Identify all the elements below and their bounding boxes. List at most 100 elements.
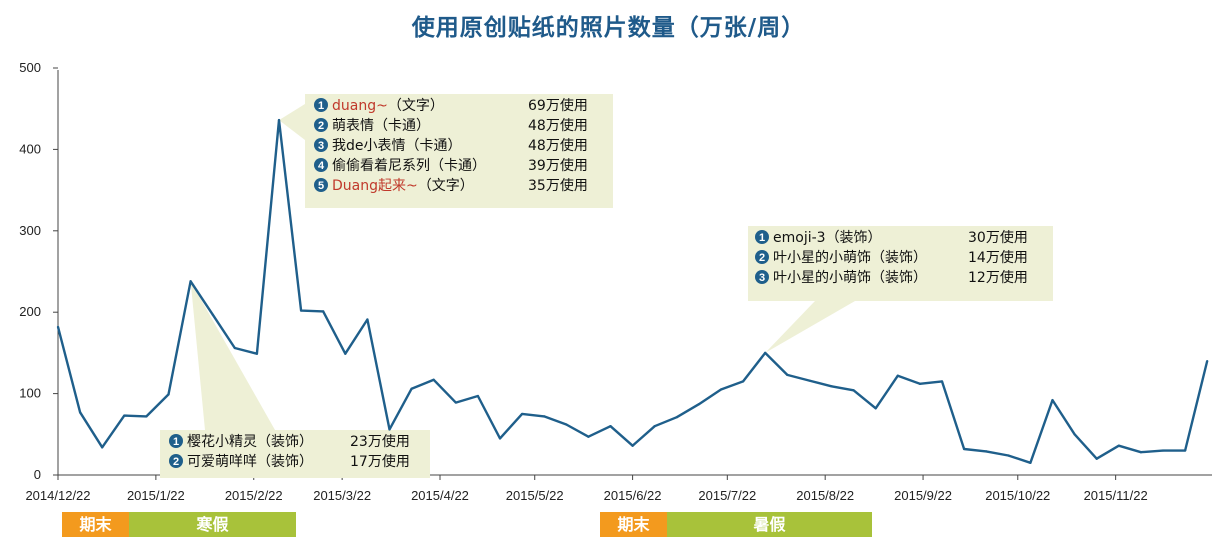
data-point [79, 411, 82, 414]
series [56, 118, 1209, 464]
number-badge [314, 98, 328, 112]
data-point [1161, 449, 1165, 452]
data-point [1184, 449, 1187, 452]
data-point [963, 447, 966, 451]
x-tick-label: 2015/10/22 [985, 488, 1050, 503]
callout-pointer [765, 301, 855, 353]
sticker-entry: 萌表情（卡通） [332, 118, 430, 134]
sticker-entry: 樱花小精灵（装饰） [187, 433, 313, 450]
data-point [653, 425, 656, 428]
number-badge-label: 1 [759, 232, 765, 244]
data-point [410, 387, 413, 390]
period-band [667, 512, 872, 537]
data-point [167, 393, 170, 396]
sticker-usage: 30万使用 [968, 229, 1028, 246]
x-tick-label: 2015/2/22 [225, 488, 283, 503]
x-tick-label: 2015/1/22 [127, 488, 185, 503]
sticker-name: 叶小星的小萌饰 [773, 270, 871, 286]
sticker-name: duang~ [332, 98, 388, 114]
data-point [255, 352, 258, 355]
data-point [1206, 359, 1209, 363]
data-point [985, 450, 988, 453]
data-point [233, 346, 236, 350]
y-tick-label: 500 [19, 60, 41, 75]
number-badge-label: 4 [318, 160, 325, 172]
y-tick-label: 200 [19, 304, 41, 319]
data-point [543, 415, 546, 418]
number-badge-label: 1 [318, 100, 324, 112]
period-band-label: 暑假 [752, 515, 786, 534]
sticker-usage: 23万使用 [350, 433, 410, 450]
number-badge [314, 138, 328, 152]
number-badge-label: 1 [173, 436, 179, 448]
data-point [675, 416, 678, 419]
chart-title: 使用原创贴纸的照片数量（万张/周） [411, 15, 806, 41]
data-point [432, 378, 435, 381]
x-tick-label: 2015/5/22 [506, 488, 564, 503]
ticks: 0 100 200 300 400 500 2014/12/22 2015/1/22 2015/… [19, 60, 1147, 503]
data-point [101, 446, 104, 449]
period-bands: 期末 寒假 期末 暑假 [62, 512, 872, 537]
data-point [786, 373, 789, 376]
number-badge-label: 2 [318, 120, 324, 132]
data-point [1007, 454, 1010, 457]
sticker-entry: Duang起来~（文字） [332, 178, 474, 194]
x-tick-label: 2015/6/22 [604, 488, 662, 503]
data-point [742, 380, 745, 383]
data-point [830, 385, 833, 388]
sticker-name: 偷偷看着尼系列 [332, 158, 430, 174]
data-point [587, 435, 590, 438]
callout-pointer [190, 281, 275, 430]
data-point [56, 325, 60, 328]
data-point [874, 407, 877, 410]
data-point [1029, 461, 1032, 464]
x-tick-label: 2015/7/22 [698, 488, 756, 503]
number-badge [314, 178, 328, 192]
sticker-usage: 12万使用 [968, 269, 1028, 286]
sticker-usage: 35万使用 [528, 177, 588, 194]
number-badge-label: 5 [318, 180, 324, 192]
sticker-type: （文字） [418, 178, 474, 194]
data-point [697, 403, 701, 406]
data-point [344, 352, 347, 355]
sticker-name: 叶小星的小萌饰 [773, 250, 871, 266]
number-badge [169, 434, 183, 448]
sticker-type: （装饰） [871, 250, 927, 266]
data-point [498, 437, 502, 440]
data-point [388, 428, 391, 431]
sticker-name: 萌表情 [332, 118, 374, 134]
callout-pointer [279, 104, 305, 140]
data-point [211, 313, 214, 316]
number-badge [755, 250, 769, 264]
sticker-entry: 叶小星的小萌饰（装饰） [773, 250, 927, 266]
data-point [852, 389, 855, 392]
number-badge-label: 2 [173, 456, 179, 468]
number-badge [314, 158, 328, 172]
number-badge [755, 270, 769, 284]
number-badge [314, 118, 328, 132]
data-point [277, 118, 281, 122]
sticker-name: emoji-3 [773, 230, 826, 246]
sticker-entry: 我de小表情（卡通） [332, 138, 462, 154]
data-point [896, 374, 899, 377]
callout-box [305, 94, 613, 208]
sticker-name: 可爱萌咩咩 [187, 454, 257, 470]
data-point [1051, 399, 1054, 402]
callout-box [748, 226, 1053, 301]
x-tick-label: 2015/8/22 [796, 488, 854, 503]
data-point [145, 415, 148, 418]
data-point [1139, 451, 1142, 454]
sticker-entry: 叶小星的小萌饰（装饰） [773, 270, 927, 286]
sticker-type: （装饰） [257, 454, 313, 470]
sticker-name: 我de小表情 [332, 138, 406, 154]
data-point [764, 351, 767, 354]
data-point [609, 425, 612, 428]
data-point [808, 379, 811, 382]
sticker-type: （装饰） [871, 270, 927, 286]
data-point [1095, 457, 1098, 460]
sticker-usage: 14万使用 [968, 249, 1028, 266]
data-point [300, 309, 303, 312]
sticker-entry: 偷偷看着尼系列（卡通） [332, 158, 486, 174]
callout-shapes [160, 94, 1053, 478]
